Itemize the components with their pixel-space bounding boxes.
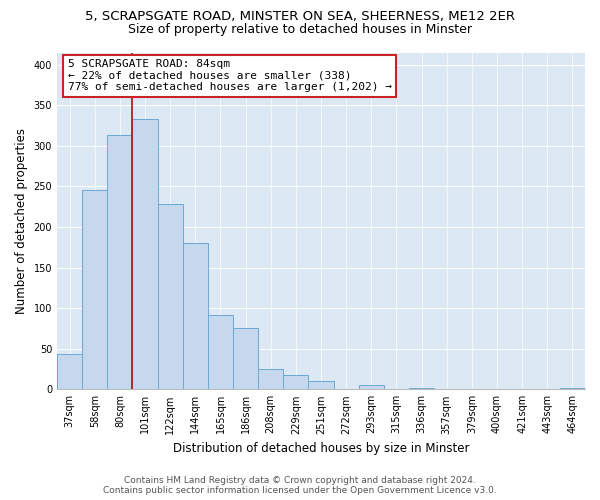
Bar — [107, 136, 133, 390]
Bar — [409, 388, 434, 390]
Text: 5, SCRAPSGATE ROAD, MINSTER ON SEA, SHEERNESS, ME12 2ER: 5, SCRAPSGATE ROAD, MINSTER ON SEA, SHEE… — [85, 10, 515, 23]
Bar — [82, 190, 107, 390]
Bar — [158, 204, 183, 390]
X-axis label: Distribution of detached houses by size in Minster: Distribution of detached houses by size … — [173, 442, 469, 455]
Bar — [133, 119, 158, 390]
Text: Contains HM Land Registry data © Crown copyright and database right 2024.
Contai: Contains HM Land Registry data © Crown c… — [103, 476, 497, 495]
Bar — [283, 374, 308, 390]
Bar — [233, 328, 258, 390]
Bar — [560, 388, 585, 390]
Text: Size of property relative to detached houses in Minster: Size of property relative to detached ho… — [128, 22, 472, 36]
Bar — [308, 381, 334, 390]
Bar — [183, 243, 208, 390]
Bar — [57, 354, 82, 390]
Text: 5 SCRAPSGATE ROAD: 84sqm
← 22% of detached houses are smaller (338)
77% of semi-: 5 SCRAPSGATE ROAD: 84sqm ← 22% of detach… — [68, 59, 392, 92]
Y-axis label: Number of detached properties: Number of detached properties — [15, 128, 28, 314]
Bar — [359, 385, 384, 390]
Bar — [258, 369, 283, 390]
Bar — [208, 316, 233, 390]
